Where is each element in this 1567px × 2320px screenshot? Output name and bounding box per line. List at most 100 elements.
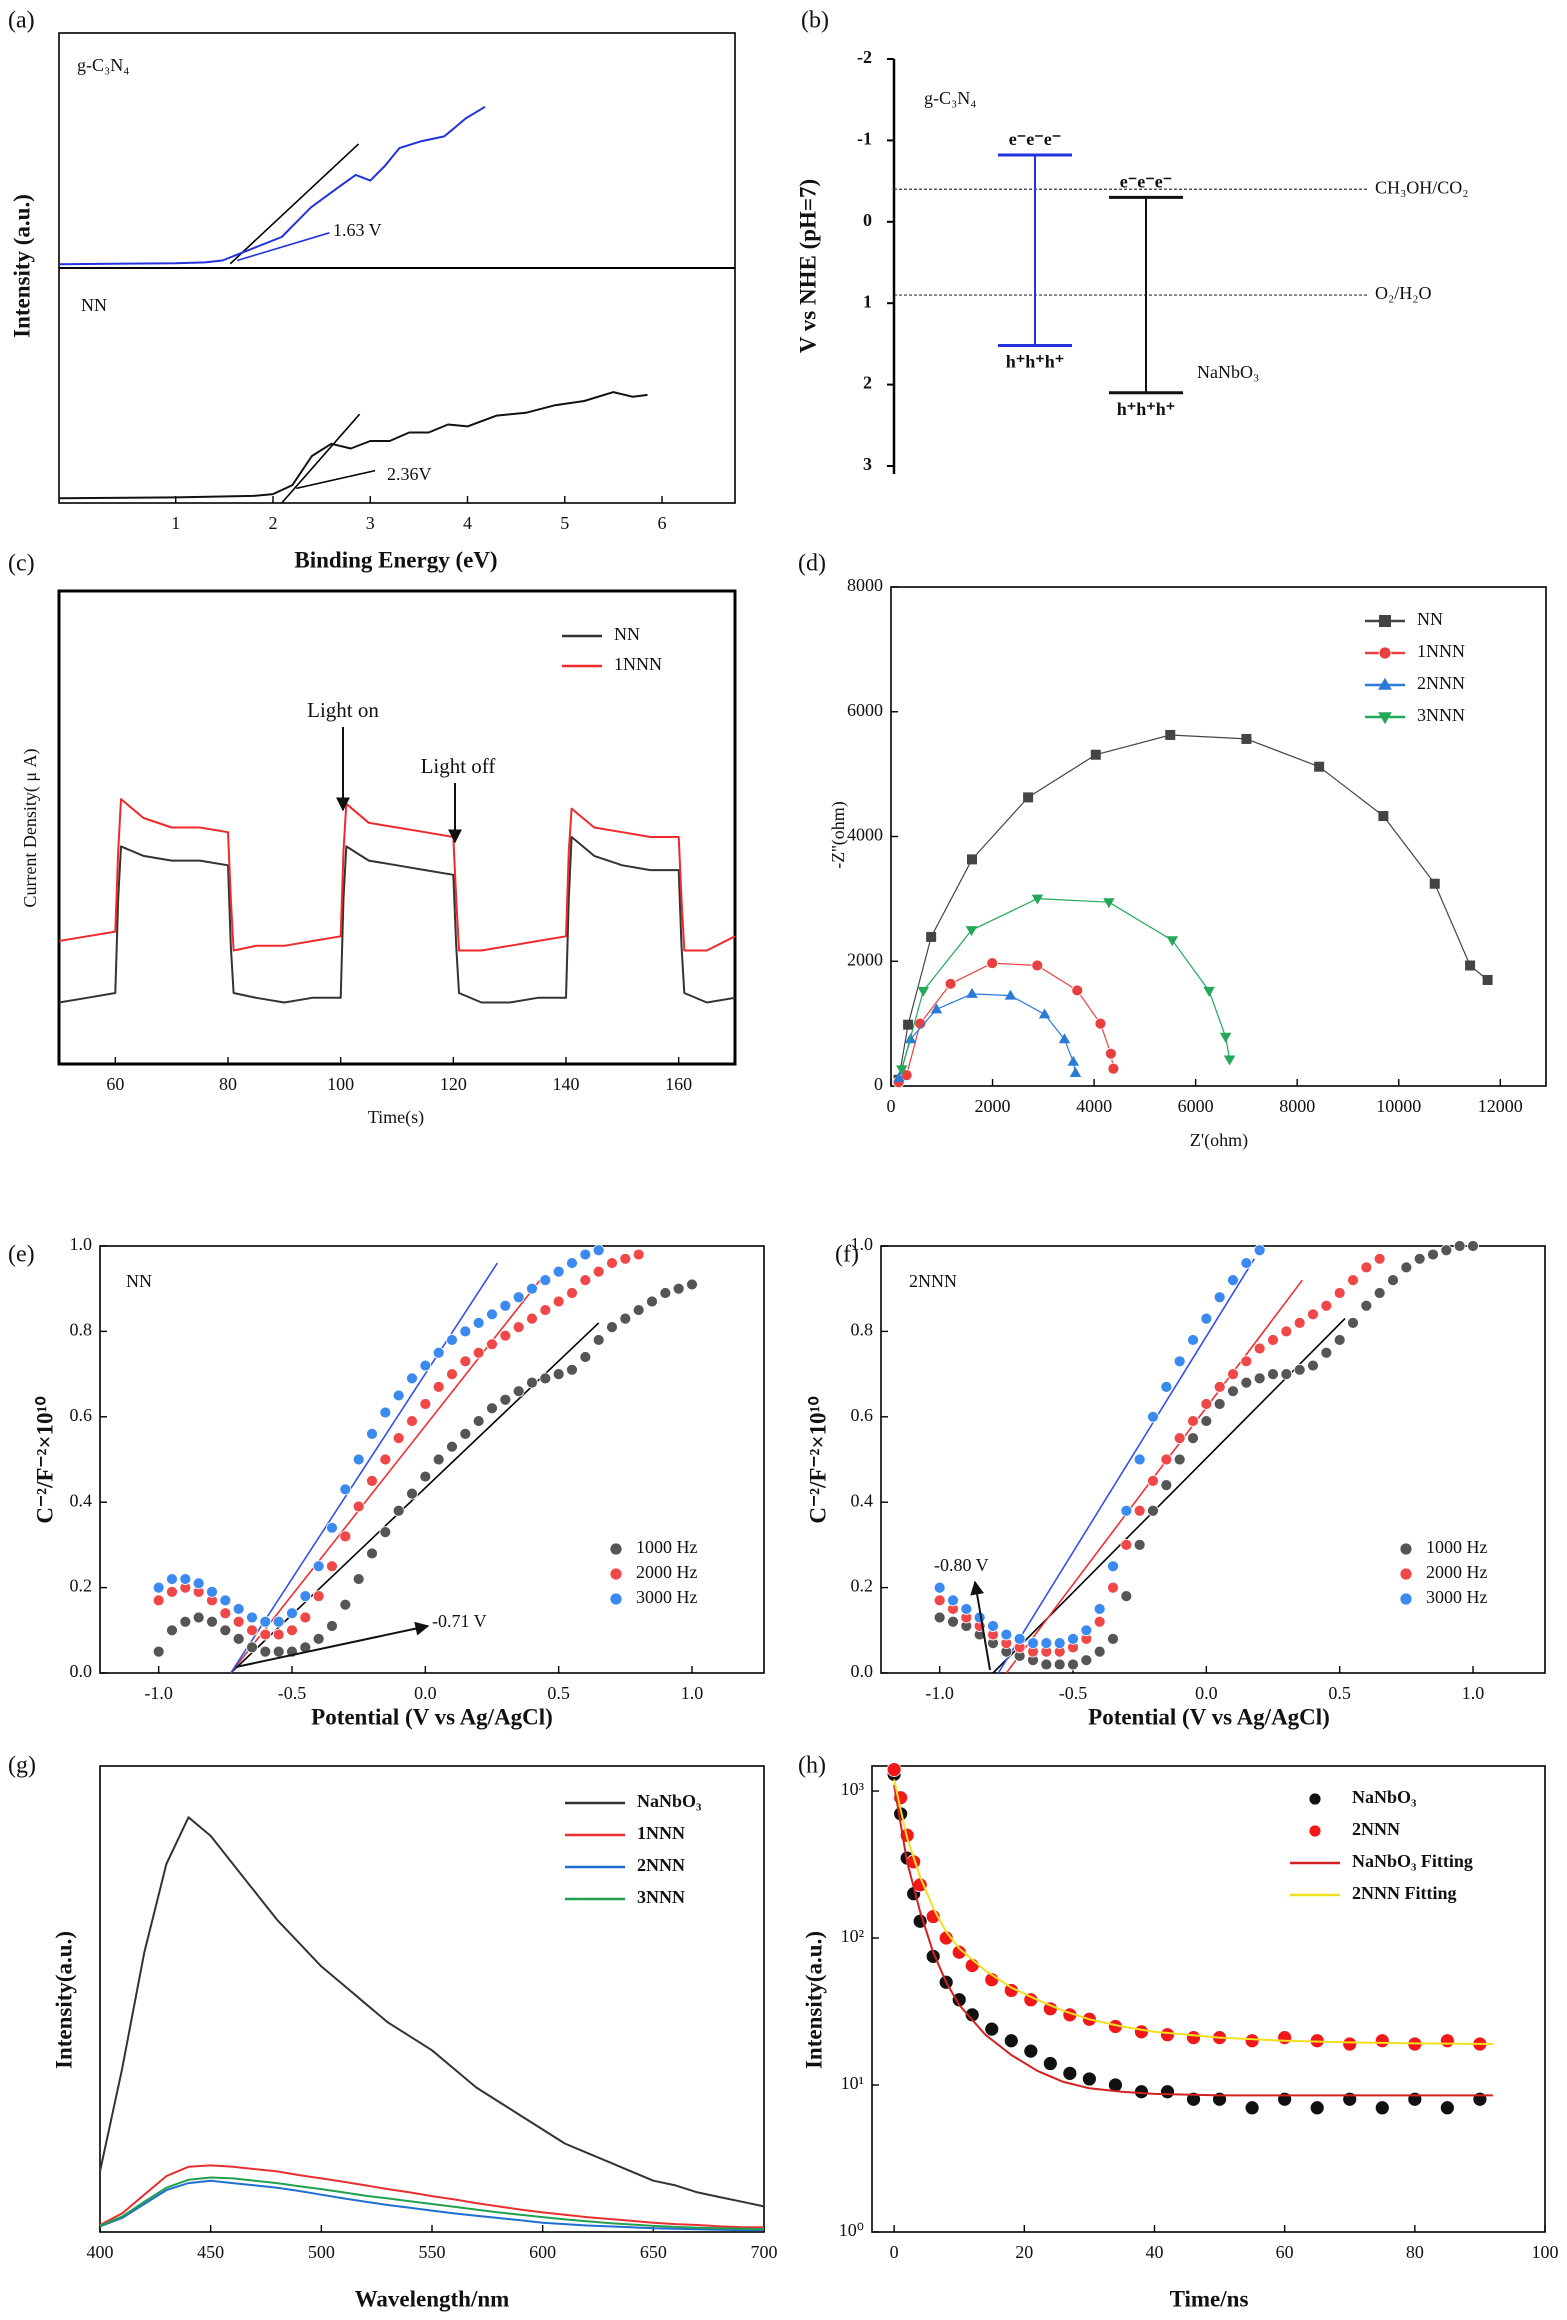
panel-label: (g) bbox=[8, 1753, 36, 1779]
marker bbox=[1081, 2071, 1097, 2087]
marker bbox=[1094, 1017, 1107, 1030]
marker bbox=[1031, 894, 1044, 905]
marker bbox=[1187, 1432, 1199, 1445]
marker bbox=[1166, 936, 1179, 947]
marker bbox=[1200, 1312, 1213, 1325]
marker bbox=[592, 1244, 605, 1257]
x-tick-label: -1.0 bbox=[925, 1683, 954, 1703]
panel-label: (d) bbox=[798, 551, 826, 577]
marker bbox=[893, 1071, 905, 1082]
marker bbox=[299, 1590, 312, 1603]
marker bbox=[579, 1248, 592, 1261]
y-axis-title: Intensity (a.u.) bbox=[9, 194, 34, 338]
marker bbox=[1378, 811, 1389, 822]
marker bbox=[219, 1624, 232, 1637]
legend-label: 1000 Hz bbox=[636, 1537, 698, 1557]
series-line bbox=[58, 105, 486, 266]
marker bbox=[1067, 1658, 1079, 1671]
marker bbox=[232, 1615, 245, 1628]
marker bbox=[312, 1590, 325, 1603]
marker bbox=[1472, 2091, 1488, 2107]
marker bbox=[1107, 1632, 1119, 1645]
y-tick-label: 10³ bbox=[841, 1779, 865, 1799]
marker bbox=[512, 1291, 525, 1304]
marker bbox=[499, 1393, 512, 1406]
y-tick-label: 0.0 bbox=[851, 1661, 874, 1681]
marker bbox=[947, 1615, 959, 1628]
y-axis-title: V vs NHE (pH=7) bbox=[795, 179, 820, 353]
series-label: g-C₃N₄ bbox=[77, 55, 130, 75]
marker bbox=[1267, 1368, 1279, 1380]
panel-label: (f) bbox=[835, 1242, 859, 1268]
marker bbox=[1253, 1342, 1266, 1355]
x-axis-title: Z'(ohm) bbox=[1190, 1130, 1248, 1151]
x-axis-title: Binding Energy (eV) bbox=[294, 547, 497, 572]
marker bbox=[352, 1453, 365, 1466]
series-line bbox=[99, 2179, 764, 2232]
annotation: Light off bbox=[421, 754, 496, 778]
marker bbox=[987, 1620, 999, 1632]
marker bbox=[246, 1611, 258, 1624]
marker bbox=[579, 1274, 592, 1287]
marker bbox=[1347, 1274, 1359, 1287]
y-tick-label: 0.2 bbox=[851, 1576, 874, 1596]
x-tick-label: 600 bbox=[529, 2242, 556, 2262]
marker bbox=[1241, 733, 1252, 744]
marker bbox=[366, 1547, 378, 1560]
marker bbox=[1107, 1062, 1120, 1075]
marker bbox=[944, 977, 957, 990]
y-tick-label: 6000 bbox=[847, 700, 883, 720]
marker bbox=[1040, 1637, 1053, 1650]
marker bbox=[1342, 2036, 1358, 2052]
legend-label: NaNbO₃ bbox=[1352, 1787, 1417, 1807]
series-line bbox=[58, 798, 736, 952]
marker bbox=[552, 1368, 565, 1380]
marker bbox=[1453, 1240, 1466, 1252]
x-tick-label: 120 bbox=[440, 1074, 467, 1094]
marker bbox=[1173, 1432, 1186, 1445]
y-tick-label: 0.4 bbox=[70, 1490, 93, 1510]
marker bbox=[472, 1415, 485, 1427]
x-tick-label: 700 bbox=[751, 2242, 778, 2262]
marker bbox=[1104, 1047, 1117, 1060]
holes-label: h⁺h⁺h⁺ bbox=[1117, 399, 1176, 419]
x-tick-label: 400 bbox=[87, 2242, 114, 2262]
marker bbox=[1333, 1287, 1346, 1299]
material-label: g-C₃N₄ bbox=[924, 88, 977, 108]
y-tick-label: 0.8 bbox=[851, 1320, 874, 1340]
marker bbox=[406, 1487, 418, 1500]
y-tick-label: 3 bbox=[863, 454, 872, 474]
marker bbox=[1160, 2027, 1175, 2043]
marker bbox=[609, 1567, 623, 1581]
x-tick-label: 0.5 bbox=[1328, 1683, 1351, 1703]
fit-line bbox=[997, 1258, 1255, 1674]
x-tick-label: 1 bbox=[171, 513, 180, 533]
plot-frame bbox=[871, 1765, 1546, 2233]
marker bbox=[960, 1603, 973, 1615]
y-tick-label: 0.2 bbox=[70, 1576, 93, 1596]
fit-line bbox=[236, 232, 330, 262]
marker bbox=[272, 1628, 285, 1641]
y-tick-label: 0.0 bbox=[70, 1661, 93, 1681]
legend-label: 2000 Hz bbox=[636, 1562, 698, 1582]
marker bbox=[606, 1321, 618, 1334]
marker bbox=[1080, 1654, 1093, 1667]
marker bbox=[1062, 2065, 1078, 2081]
material-label: NaNbO₃ bbox=[1197, 362, 1259, 382]
legend-label: NN bbox=[614, 624, 640, 644]
marker bbox=[299, 1611, 312, 1624]
marker bbox=[246, 1624, 258, 1637]
marker bbox=[1040, 1658, 1053, 1671]
marker bbox=[539, 1372, 552, 1385]
x-tick-label: 160 bbox=[665, 1074, 692, 1094]
legend-label: 3NNN bbox=[1417, 705, 1465, 725]
marker bbox=[379, 1453, 392, 1466]
marker bbox=[432, 1346, 445, 1359]
marker bbox=[1173, 1453, 1186, 1466]
marker bbox=[659, 1287, 672, 1299]
marker bbox=[166, 1624, 178, 1637]
legend-label: NaNbO₃ bbox=[637, 1791, 702, 1811]
marker bbox=[379, 1526, 392, 1538]
marker bbox=[1293, 1316, 1306, 1329]
